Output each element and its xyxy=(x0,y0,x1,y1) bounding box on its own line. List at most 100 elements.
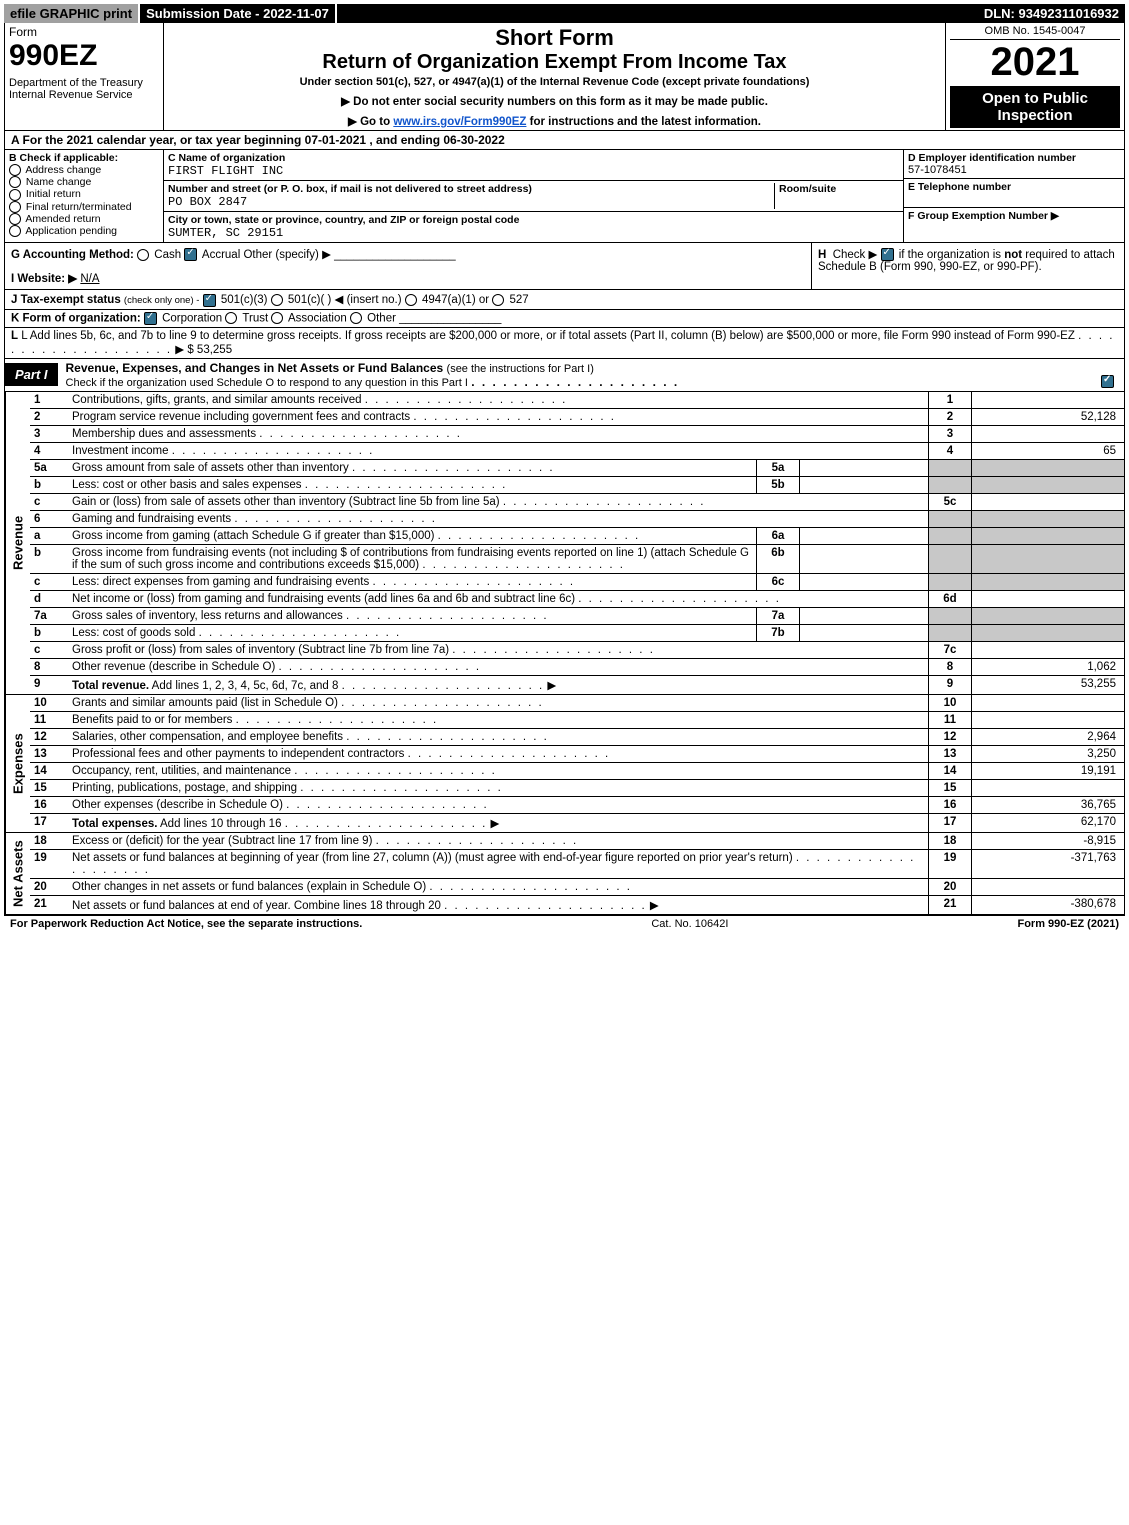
org-name: FIRST FLIGHT INC xyxy=(168,164,283,178)
line-description: Gross amount from sale of assets other t… xyxy=(68,459,757,476)
header-left: Form 990EZ Department of the Treasury In… xyxy=(5,23,164,130)
line-15: 15Printing, publications, postage, and s… xyxy=(30,779,1124,796)
line-ref: 11 xyxy=(929,711,972,728)
line-description: Gross profit or (loss) from sales of inv… xyxy=(68,641,929,658)
line-description: Benefits paid to or for members xyxy=(68,711,929,728)
line-amount xyxy=(972,392,1125,409)
line-amount: 19,191 xyxy=(972,762,1125,779)
opt-initial-return: Initial return xyxy=(26,188,81,200)
j-4947-radio[interactable] xyxy=(405,294,417,306)
line-amount: -380,678 xyxy=(972,895,1125,914)
line-number: 8 xyxy=(30,658,68,675)
j-501c3-check[interactable] xyxy=(203,294,216,307)
revenue-sidebar: Revenue xyxy=(5,392,30,694)
k-trust-radio[interactable] xyxy=(225,312,237,324)
line-17: 17Total expenses. Add lines 10 through 1… xyxy=(30,813,1124,832)
line-description: Printing, publications, postage, and shi… xyxy=(68,779,929,796)
line-description: Less: cost or other basis and sales expe… xyxy=(68,476,757,493)
line-ref: 13 xyxy=(929,745,972,762)
efile-graphic-print[interactable]: efile GRAPHIC print xyxy=(4,4,140,23)
line-ref-shaded xyxy=(929,527,972,544)
line-ref: 8 xyxy=(929,658,972,675)
line-ref: 5c xyxy=(929,493,972,510)
line-amount-shaded xyxy=(972,527,1125,544)
line-description: Contributions, gifts, grants, and simila… xyxy=(68,392,929,409)
header-center: Short Form Return of Organization Exempt… xyxy=(164,23,946,130)
line-amount xyxy=(972,641,1125,658)
i-label: I Website: ▶ xyxy=(11,273,77,285)
final-return-check[interactable] xyxy=(9,201,21,213)
line-ref: 12 xyxy=(929,728,972,745)
line-description: Less: cost of goods sold xyxy=(68,624,757,641)
line-description: Membership dues and assessments xyxy=(68,425,929,442)
address-change-check[interactable] xyxy=(9,164,21,176)
line-description: Net assets or fund balances at end of ye… xyxy=(68,895,929,914)
application-pending-check[interactable] xyxy=(9,225,21,237)
line-ref: 9 xyxy=(929,675,972,694)
submission-date: Submission Date - 2022-11-07 xyxy=(140,4,337,23)
instruction-ssn: ▶ Do not enter social security numbers o… xyxy=(168,94,941,108)
sub-line-value xyxy=(800,607,929,624)
line-c: cLess: direct expenses from gaming and f… xyxy=(30,573,1124,590)
initial-return-check[interactable] xyxy=(9,189,21,201)
k-association-radio[interactable] xyxy=(271,312,283,324)
line-amount xyxy=(972,711,1125,728)
line-11: 11Benefits paid to or for members 11 xyxy=(30,711,1124,728)
line-description: Other changes in net assets or fund bala… xyxy=(68,878,929,895)
irs-link[interactable]: www.irs.gov/Form990EZ xyxy=(393,116,526,128)
accrual-check[interactable] xyxy=(184,248,197,261)
k-other-radio[interactable] xyxy=(350,312,362,324)
line-number: 6 xyxy=(30,510,68,527)
sub-line-value xyxy=(800,573,929,590)
j-label: J Tax-exempt status xyxy=(11,294,121,306)
line-amount: -371,763 xyxy=(972,849,1125,878)
j-opt1: 501(c)(3) xyxy=(221,294,268,306)
line-amount: -8,915 xyxy=(972,833,1125,850)
net-assets-table: 18Excess or (deficit) for the year (Subt… xyxy=(30,833,1124,914)
line-b: bGross income from fundraising events (n… xyxy=(30,544,1124,573)
line-amount: 52,128 xyxy=(972,408,1125,425)
line-number: 4 xyxy=(30,442,68,459)
line-description: Net income or (loss) from gaming and fun… xyxy=(68,590,929,607)
line-number: 11 xyxy=(30,711,68,728)
cash-radio[interactable] xyxy=(137,249,149,261)
k-corporation-check[interactable] xyxy=(144,312,157,325)
col-c: C Name of organization FIRST FLIGHT INC … xyxy=(164,150,904,242)
short-form-title: Short Form xyxy=(168,25,941,51)
col-b: B Check if applicable: Address change Na… xyxy=(5,150,164,242)
sub-line-ref: 5b xyxy=(757,476,800,493)
line-amount-shaded xyxy=(972,607,1125,624)
l-amount: $ 53,255 xyxy=(187,344,232,356)
line-number: 20 xyxy=(30,878,68,895)
amended-return-check[interactable] xyxy=(9,213,21,225)
j-501c-radio[interactable] xyxy=(271,294,283,306)
sub-line-value xyxy=(800,459,929,476)
line-amount: 65 xyxy=(972,442,1125,459)
part1-tab: Part I xyxy=(5,363,58,386)
j-527-radio[interactable] xyxy=(492,294,504,306)
line-description: Salaries, other compensation, and employ… xyxy=(68,728,929,745)
opt-final-return: Final return/terminated xyxy=(26,201,132,213)
d-label: D Employer identification number xyxy=(908,152,1076,164)
line-ref: 6d xyxy=(929,590,972,607)
c-label: C Name of organization xyxy=(168,152,285,164)
line-number: 21 xyxy=(30,895,68,914)
line-number: 18 xyxy=(30,833,68,850)
line-12: 12Salaries, other compensation, and empl… xyxy=(30,728,1124,745)
h-block: H Check ▶ if the organization is not req… xyxy=(812,243,1124,289)
line-a-calendar-year: A For the 2021 calendar year, or tax yea… xyxy=(4,131,1125,150)
line-amount-shaded xyxy=(972,459,1125,476)
l-arrow: ▶ xyxy=(175,344,184,356)
l-text: L Add lines 5b, 6c, and 7b to line 9 to … xyxy=(21,330,1075,342)
line-number: b xyxy=(30,624,68,641)
line-description: Program service revenue including govern… xyxy=(68,408,929,425)
line-description: Less: direct expenses from gaming and fu… xyxy=(68,573,757,590)
sub-line-value xyxy=(800,527,929,544)
line-ref: 21 xyxy=(929,895,972,914)
part1-schedule-o-check[interactable] xyxy=(1101,375,1114,388)
l-row: L L Add lines 5b, 6c, and 7b to line 9 t… xyxy=(4,328,1125,359)
name-change-check[interactable] xyxy=(9,176,21,188)
line-number: 15 xyxy=(30,779,68,796)
h-check[interactable] xyxy=(881,248,894,261)
line-description: Gross income from fundraising events (no… xyxy=(68,544,757,573)
